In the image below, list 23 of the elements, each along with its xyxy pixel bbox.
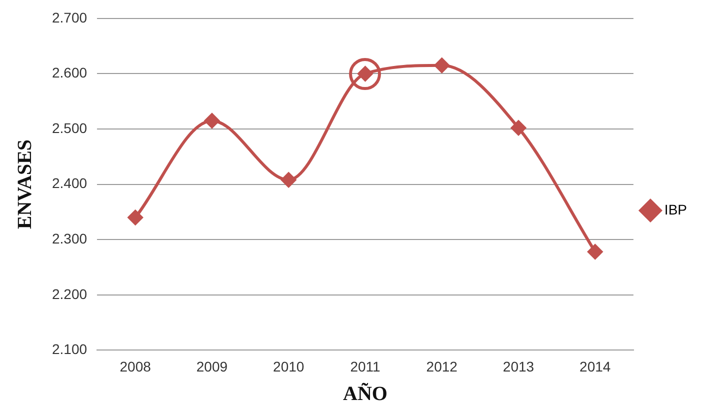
x-tick-label: 2014 [580, 358, 611, 374]
y-tick-label: 2.300 [52, 230, 88, 246]
y-tick-label: 2.500 [52, 120, 88, 136]
point [204, 113, 220, 128]
y-tick-label: 2.200 [52, 286, 88, 302]
y-tick-label: 2.700 [52, 9, 88, 26]
point [588, 244, 603, 260]
point [281, 172, 296, 188]
y-tick-label: 2.100 [52, 341, 88, 358]
x-tick-label: 2011 [350, 358, 380, 374]
legend-label: IBP [664, 201, 688, 218]
point [510, 120, 526, 136]
point [434, 58, 450, 73]
x-axis-title: AÑO [343, 382, 388, 406]
x-tick-label: 2013 [502, 358, 534, 374]
x-tick-label: 2010 [273, 358, 304, 374]
y-axis-title: ENVASES [14, 139, 36, 230]
y-tick-label: 2.600 [52, 64, 88, 81]
x-tick-label: 2009 [196, 358, 228, 374]
x-tick-label: 2008 [120, 358, 152, 374]
y-tick-label: 2.400 [52, 175, 88, 192]
x-tick-label: 2012 [426, 358, 458, 374]
point [128, 210, 143, 225]
